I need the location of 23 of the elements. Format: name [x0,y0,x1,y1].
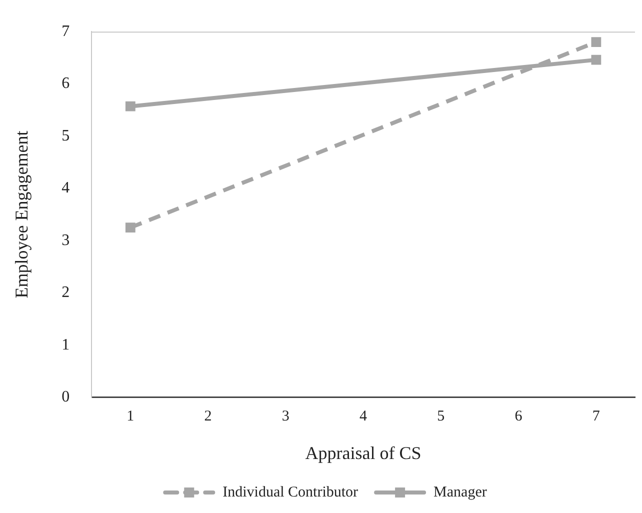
y-tick-label: 2 [62,284,70,302]
y-tick-label: 4 [62,180,70,197]
x-tick-label: 2 [204,408,212,424]
y-tick-label: 5 [62,127,70,144]
y-tick-label: 0 [62,388,70,406]
point [125,101,136,112]
x-tick-label: 3 [282,408,290,424]
x-tick-label: 1 [126,408,134,424]
point [591,54,602,65]
y-tick-label: 7 [62,22,70,40]
legend-label: Individual Contributor [222,484,358,500]
y-tick-label: 6 [62,75,70,92]
x-tick-label: 4 [360,408,368,424]
y-tick-label: 3 [62,232,70,249]
point [125,222,136,233]
x-tick-label: 6 [514,408,523,424]
point [591,37,602,47]
legend-label: Manager [434,484,487,500]
x-tick-label: 7 [592,408,600,424]
y-tick-label: 1 [62,336,70,354]
x-axis-title: Appraisal of CS [305,442,422,463]
x-tick-label: 5 [437,408,445,424]
y-axis-title: Employee Engagement [12,130,32,298]
